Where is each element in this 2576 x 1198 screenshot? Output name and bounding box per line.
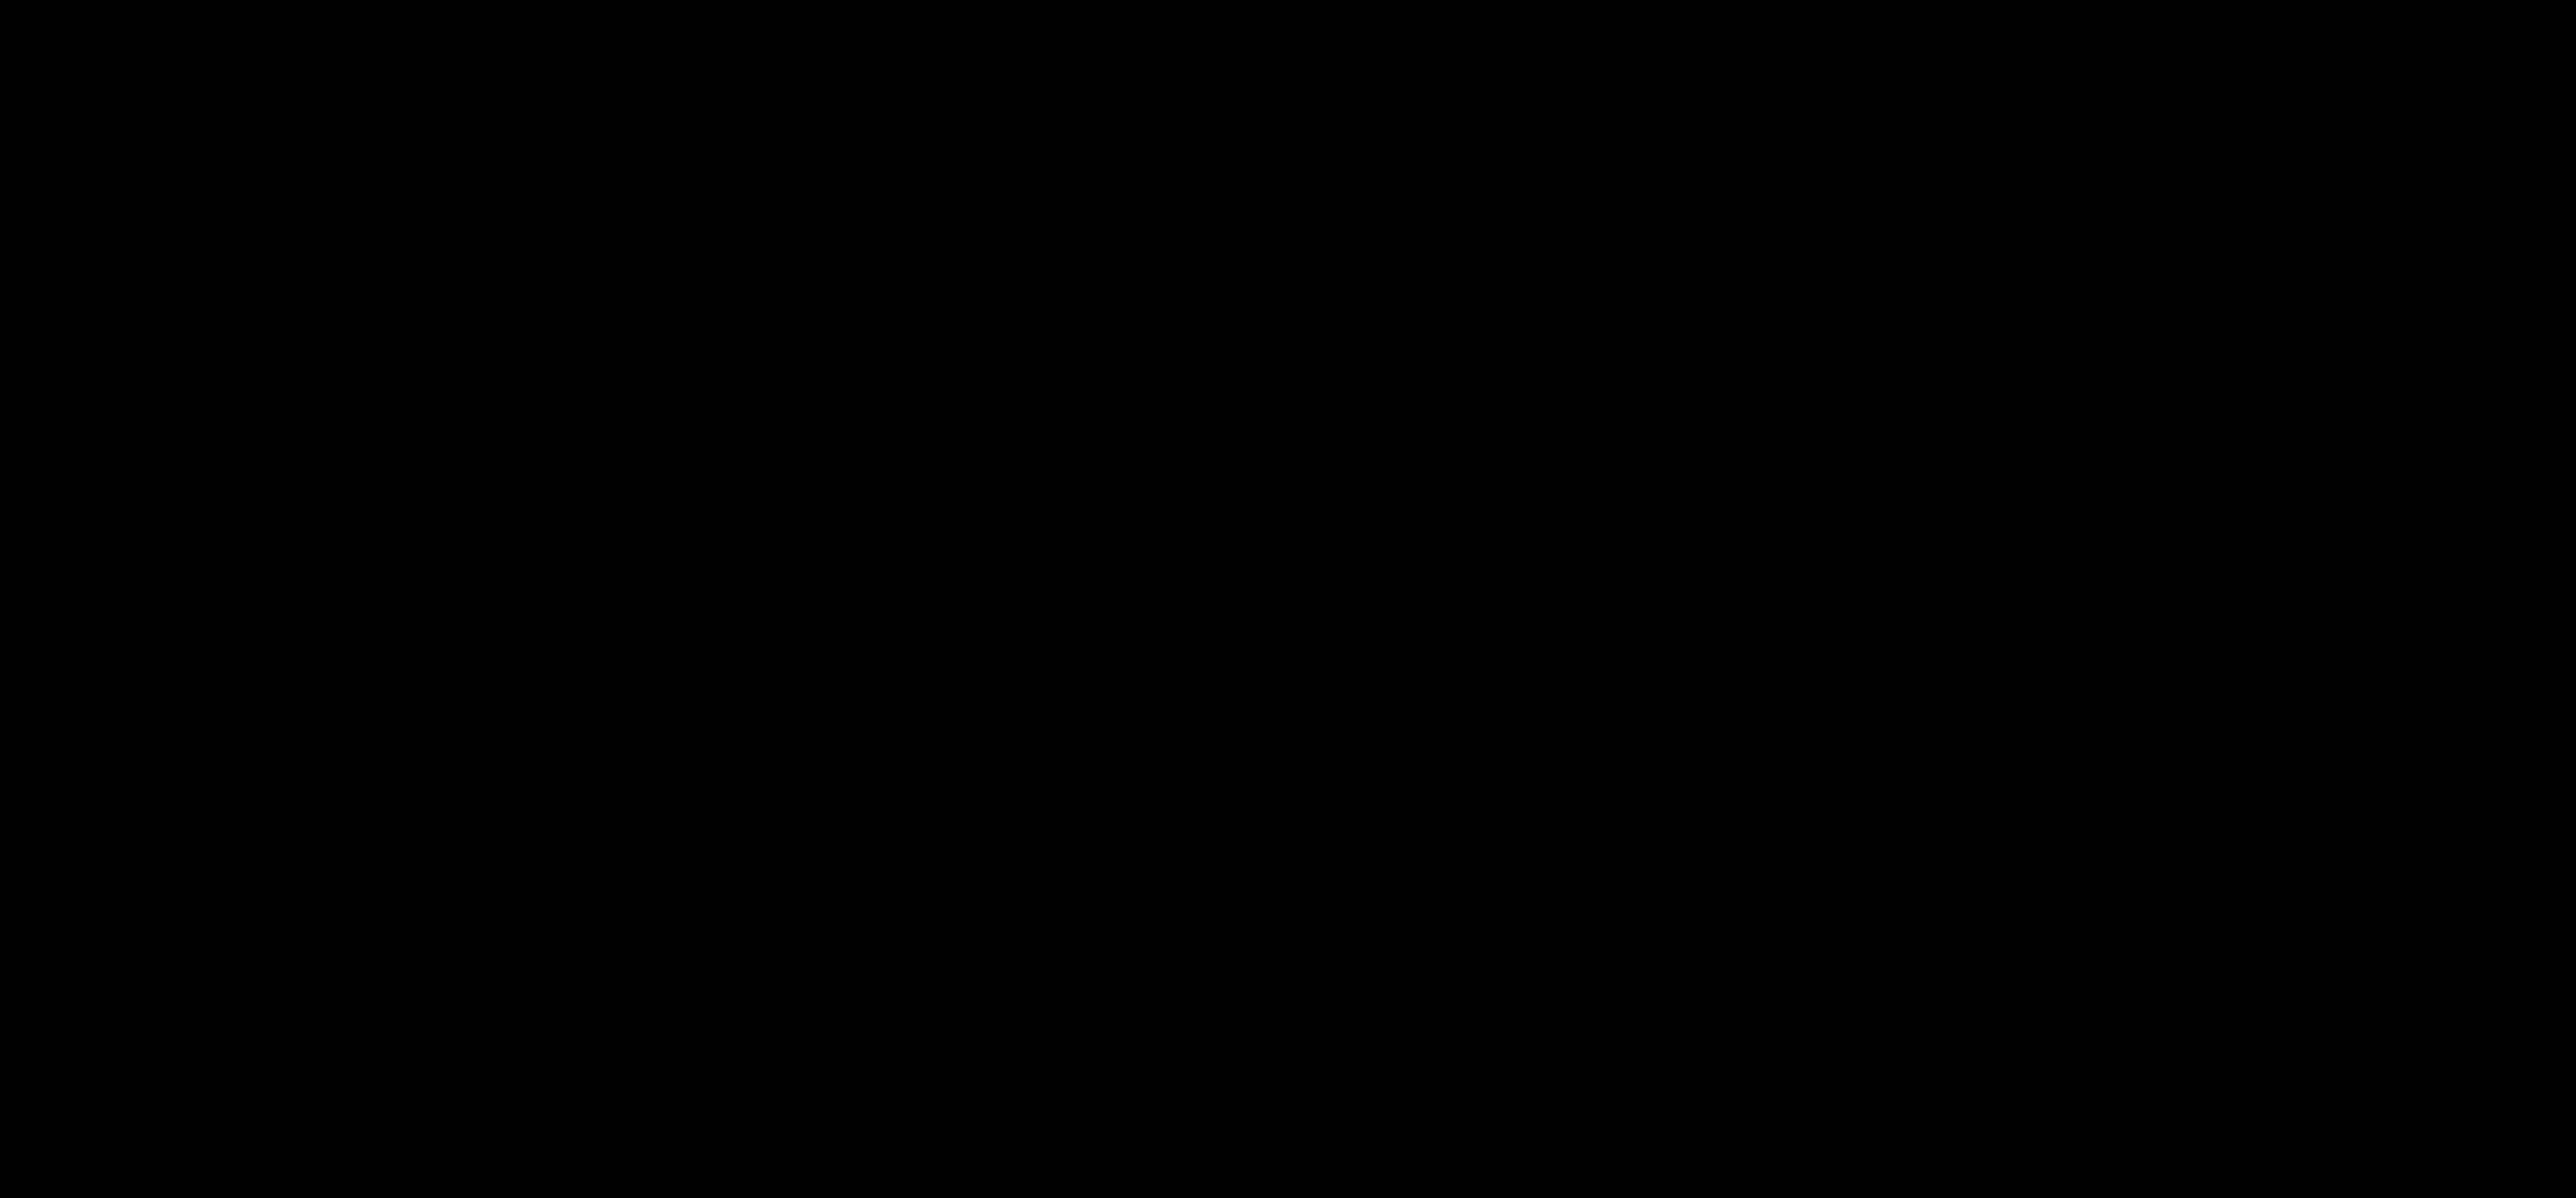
heatmap-svg	[0, 0, 2576, 1198]
sheared-heatmap	[0, 0, 2576, 1198]
canvas-background	[0, 0, 2576, 1198]
visualization-canvas	[0, 0, 2576, 1198]
